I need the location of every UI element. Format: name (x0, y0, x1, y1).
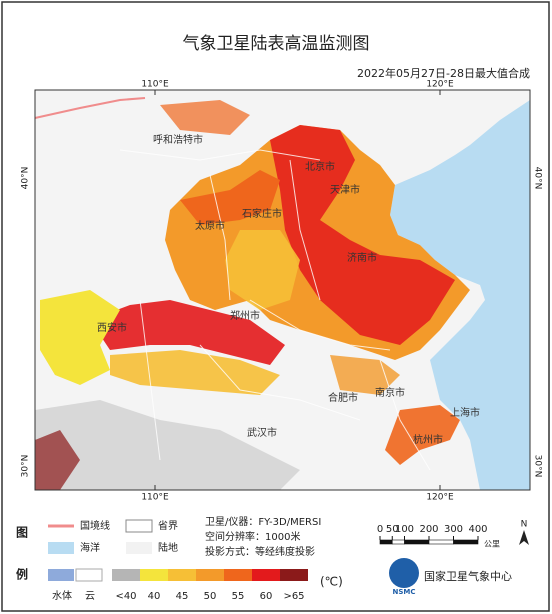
legend-swatch (48, 569, 74, 581)
legend-label: 省界 (158, 519, 178, 532)
scale-label: 0 (377, 524, 383, 535)
legend-title: 例 (16, 567, 28, 582)
north-label: N (521, 520, 528, 530)
org-name: 国家卫星气象中心 (424, 569, 512, 583)
info-line: 投影方式：等经纬度投影 (205, 545, 315, 558)
subtitle: 2022年05月27日-28日最大值合成 (357, 66, 530, 80)
city-label: 南京市 (375, 386, 405, 399)
legend-title: 图 (16, 526, 28, 540)
city-label: 天津市 (330, 183, 360, 196)
legend-swatch (224, 569, 252, 581)
heat-area (40, 290, 120, 385)
scale-segment (428, 539, 454, 545)
legend-label: >65 (283, 591, 304, 602)
legend-symbol (126, 542, 152, 554)
heat-area (270, 125, 455, 345)
legend-swatch (280, 569, 308, 581)
border-line (34, 97, 146, 119)
province-line (119, 149, 431, 471)
logo-text: NSMC (392, 588, 415, 596)
scale-label: 400 (468, 524, 487, 535)
legend-label: <40 (115, 591, 136, 602)
lat-label: 30°N (21, 455, 31, 478)
heat-area (385, 405, 460, 465)
cloud-area (35, 400, 300, 490)
legend-label: 海洋 (80, 541, 100, 554)
lon-label: 110°E (141, 493, 169, 503)
city-label: 北京市 (305, 160, 335, 173)
legend-swatch (168, 569, 196, 581)
scale-segment (379, 539, 393, 545)
city-label: 武汉市 (247, 426, 277, 439)
city-label: 郑州市 (230, 309, 260, 322)
legend-swatch (75, 568, 103, 582)
legend-label: 云 (85, 591, 95, 602)
map-frame (34, 89, 531, 491)
sea (390, 100, 530, 490)
lon-label: 110°E (141, 80, 169, 90)
legend-label: 60 (260, 591, 273, 602)
heat-area (225, 230, 300, 310)
legend-swatch (112, 569, 140, 581)
info-line: 空间分辨率：1000米 (205, 530, 300, 543)
legend-label: 45 (176, 591, 189, 602)
heat-area (110, 350, 280, 395)
city-label: 呼和浩特市 (153, 133, 203, 146)
lat-label: 40°N (21, 167, 31, 190)
info-line: 卫星/仪器：FY-3D/MERSI (205, 516, 321, 528)
heat-area (35, 430, 80, 490)
legend-swatch (252, 569, 280, 581)
north-arrow (519, 530, 529, 545)
heat-area (90, 300, 285, 365)
lon-label: 120°E (426, 80, 454, 90)
legend-label: 55 (232, 591, 245, 602)
legend-label: 陆地 (158, 541, 178, 554)
lat-label: 30°N (533, 455, 543, 478)
heat-area (160, 100, 250, 135)
logo-mark (389, 558, 419, 588)
scale-segment (404, 539, 430, 545)
scale-label: 50 (386, 524, 399, 535)
city-label: 石家庄市 (242, 207, 282, 220)
lon-label: 120°E (426, 493, 454, 503)
legend-swatch (140, 569, 168, 581)
city-label: 太原市 (195, 219, 225, 232)
city-label: 西安市 (97, 321, 127, 334)
city-label: 济南市 (347, 251, 377, 264)
title: 气象卫星陆表高温监测图 (183, 34, 370, 54)
scale-label: 300 (444, 524, 463, 535)
city-label: 上海市 (450, 406, 480, 419)
city-label: 合肥市 (328, 391, 358, 404)
scale-unit: 公里 (484, 540, 500, 549)
lat-label: 40°N (533, 167, 543, 190)
map: 110°E 120°E 110°E 120°E 40°N 30°N 40°N 3… (21, 80, 543, 503)
legend: 图 例 卫星/仪器：FY-3D/MERSI 空间分辨率：1000米 投影方式：等… (16, 516, 529, 596)
legend-unit: (℃) (320, 575, 343, 589)
legend-label: 国境线 (80, 519, 110, 532)
scale-segment (453, 539, 479, 545)
scale-label: 100 (395, 524, 414, 535)
legend-label: 水体 (52, 590, 72, 602)
legend-symbol (125, 519, 153, 533)
heat-area (180, 170, 280, 225)
legend-label: 40 (148, 591, 161, 602)
scale-segment (391, 539, 405, 545)
city-label: 杭州市 (413, 433, 443, 446)
scale-label: 200 (419, 524, 438, 535)
legend-swatch (196, 569, 224, 581)
heat-area (330, 355, 400, 395)
legend-label: 50 (204, 591, 217, 602)
legend-symbol (48, 542, 74, 554)
